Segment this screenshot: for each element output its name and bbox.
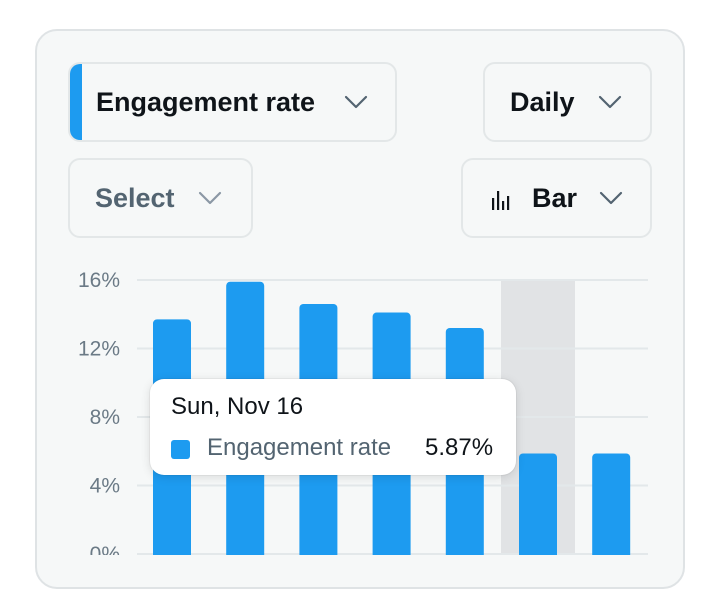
chevron-down-icon (598, 95, 622, 109)
metric-accent-bar (70, 64, 82, 140)
tooltip-date: Sun, Nov 16 (171, 393, 304, 420)
y-tick-label: 8% (90, 406, 120, 429)
tooltip-value: 5.87% (425, 434, 494, 461)
interval-dropdown-label: Daily (510, 86, 575, 117)
bar-chart-icon (491, 189, 513, 211)
chevron-down-icon (344, 95, 368, 109)
compare-dropdown[interactable]: Select (68, 158, 253, 238)
y-tick-label: 4% (90, 475, 120, 498)
bar (592, 453, 631, 555)
y-tick-label: 12% (78, 338, 120, 361)
compare-dropdown-label: Select (95, 182, 175, 213)
tooltip-series-swatch (171, 440, 190, 459)
y-tick-label: 16% (78, 269, 120, 292)
chart-type-dropdown[interactable]: Bar (461, 158, 652, 238)
bar (519, 453, 557, 555)
chart-tooltip: Sun, Nov 16 Engagement rate 5.87% (150, 379, 516, 475)
tooltip-series-name: Engagement rate (207, 434, 392, 461)
chevron-down-icon (198, 191, 222, 205)
metric-dropdown-label: Engagement rate (96, 86, 316, 117)
metric-dropdown[interactable]: Engagement rate (68, 62, 397, 142)
chart-type-dropdown-label: Bar (532, 182, 578, 213)
y-tick-label: 0% (90, 543, 120, 555)
interval-dropdown[interactable]: Daily (483, 62, 652, 142)
chevron-down-icon (599, 191, 623, 205)
